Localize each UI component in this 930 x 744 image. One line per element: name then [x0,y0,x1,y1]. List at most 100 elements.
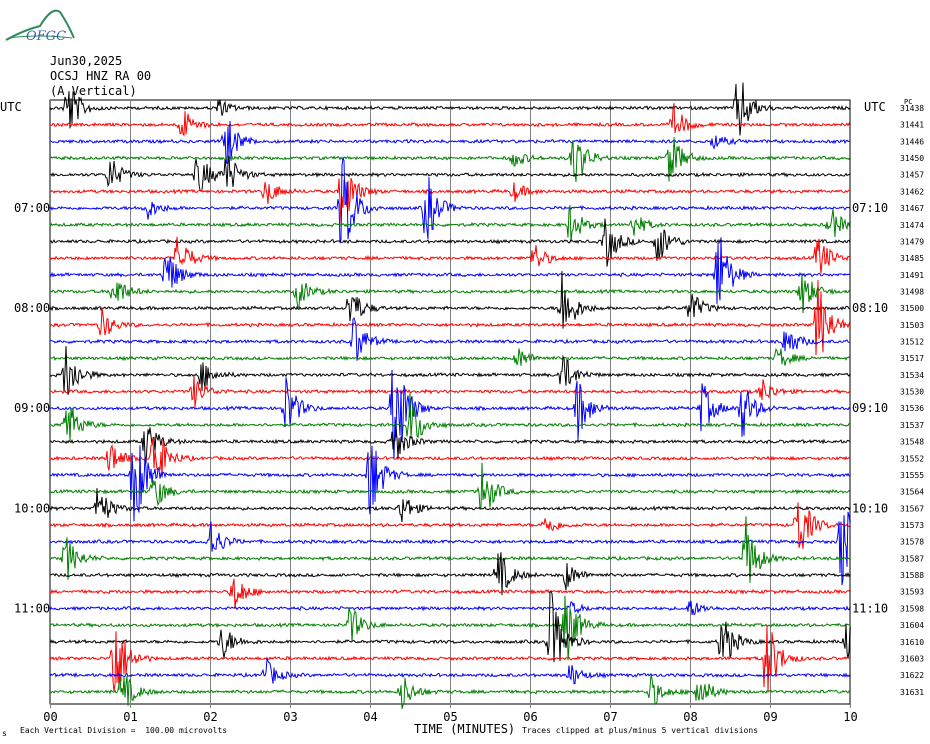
seismic-trace-row-19 [49,392,851,442]
row-value-label: 31603 [900,654,924,663]
seismic-trace-row-31 [49,595,851,661]
row-value-label: 31450 [900,154,924,163]
row-value-label: 31631 [900,688,924,697]
row-value-label: 31534 [900,371,924,380]
left-time-label: 10:00 [14,501,50,515]
seismic-trace-row-0 [49,82,851,136]
clip-note: Traces clipped at plus/minus 5 vertical … [522,726,759,735]
seismic-trace-row-17 [49,374,851,408]
trace-layer [49,82,851,710]
row-value-label: 31498 [900,287,924,296]
right-time-label: 11:10 [852,601,888,615]
seismic-trace-row-16 [49,346,851,395]
row-value-label: 31567 [900,504,924,513]
row-value-label: 31604 [900,621,924,630]
left-time-label: 09:00 [14,401,50,415]
seismic-trace-row-27 [49,516,851,583]
left-time-label: 08:00 [14,301,50,315]
seismic-trace-row-5 [49,177,851,225]
row-value-label: 31457 [900,171,924,180]
seismic-trace-row-21 [49,437,851,478]
x-tick-label: 00 [43,710,57,724]
x-tick-label: 03 [283,710,297,724]
logo-text: OFGC [26,29,66,44]
left-utc-label: UTC [0,100,22,114]
seismic-trace-row-14 [49,317,850,361]
ofgc-logo: OFGC [5,9,75,44]
left-time-label: 07:00 [14,201,50,215]
seismic-trace-row-20 [49,426,851,464]
scale-note: Each Vertical Division = 100.00 microvol… [20,726,228,735]
seismic-trace-row-18 [49,369,851,459]
row-value-label: 31622 [900,671,924,680]
x-tick-label: 02 [203,710,217,724]
row-value-label: 31441 [900,121,924,130]
row-value-label: 31462 [900,187,924,196]
row-value-label: 31593 [900,588,924,597]
row-value-label: 31588 [900,571,924,580]
row-value-label: 31530 [900,388,924,397]
row-value-label: 31552 [900,454,924,463]
right-time-label: 07:10 [852,201,888,215]
row-value-label: 31564 [900,488,924,497]
component-label: (A Vertical) [50,84,137,98]
seismic-trace-row-10 [49,237,851,305]
x-tick-label: 08 [683,710,697,724]
row-value-label: 31474 [900,221,924,230]
seismic-trace-row-2 [49,121,851,165]
x-tick-label: 04 [363,710,377,724]
row-value-label: 31610 [900,638,924,647]
row-value-label: 31598 [900,604,924,613]
row-value-label: 31536 [900,404,924,413]
row-value-label: 31537 [900,421,924,430]
seismic-trace-row-33 [49,624,851,693]
seismic-trace-row-34 [49,657,851,685]
seismic-trace-row-30 [49,600,851,616]
seismic-trace-row-15 [49,348,851,366]
seismic-trace-row-22 [49,445,851,522]
seismic-trace-row-12 [49,271,851,329]
row-value-label: 31512 [900,338,924,347]
corner-mark: s [2,729,7,738]
seismic-trace-row-6 [49,156,851,244]
seismic-trace-row-26 [49,511,851,586]
seismic-trace-row-3 [49,137,851,182]
seismic-trace-row-29 [49,578,851,610]
x-tick-label: 01 [123,710,137,724]
seismic-trace-row-7 [49,204,851,243]
right-time-label: 10:10 [852,501,888,515]
seismic-trace-row-23 [49,462,851,511]
row-value-label: 31446 [900,137,924,146]
right-time-label: 09:10 [852,401,888,415]
right-utc-label: UTC [864,100,886,114]
row-value-label: 31467 [900,204,924,213]
left-time-label: 11:00 [14,601,50,615]
x-tick-label: 05 [443,710,457,724]
x-tick-label: 07 [603,710,617,724]
row-value-label: 31500 [900,304,924,313]
row-value-label: 31503 [900,321,924,330]
seismic-trace-row-11 [49,273,851,314]
label-layer: 00 01 02 03 04 05 06 07 08 09 10 31438 31441 31446 314… [0,98,924,724]
x-axis-title: TIME (MINUTES) [414,722,516,736]
seismic-trace-row-13 [49,280,851,356]
seismic-trace-row-24 [49,488,851,523]
row-value-label: 31578 [900,538,924,547]
seismic-trace-row-9 [49,236,851,274]
row-value-label: 31438 [900,104,924,113]
x-tick-label: 06 [523,710,537,724]
seismic-trace-row-35 [49,673,851,710]
seismic-trace-row-32 [49,591,851,663]
row-value-label: 31491 [900,271,924,280]
station-code: OCSJ HNZ RA 00 [50,69,152,83]
right-time-label: 08:10 [852,301,888,315]
x-tick-label: 09 [763,710,777,724]
chart-date: Jun30,2025 [50,54,123,68]
row-value-label: 31485 [900,254,924,263]
seismic-trace-row-25 [49,502,851,549]
row-value-label: 31555 [900,471,924,480]
seismic-trace-row-8 [49,218,851,267]
seismic-trace-row-28 [49,552,851,596]
row-value-label: 31573 [900,521,924,530]
